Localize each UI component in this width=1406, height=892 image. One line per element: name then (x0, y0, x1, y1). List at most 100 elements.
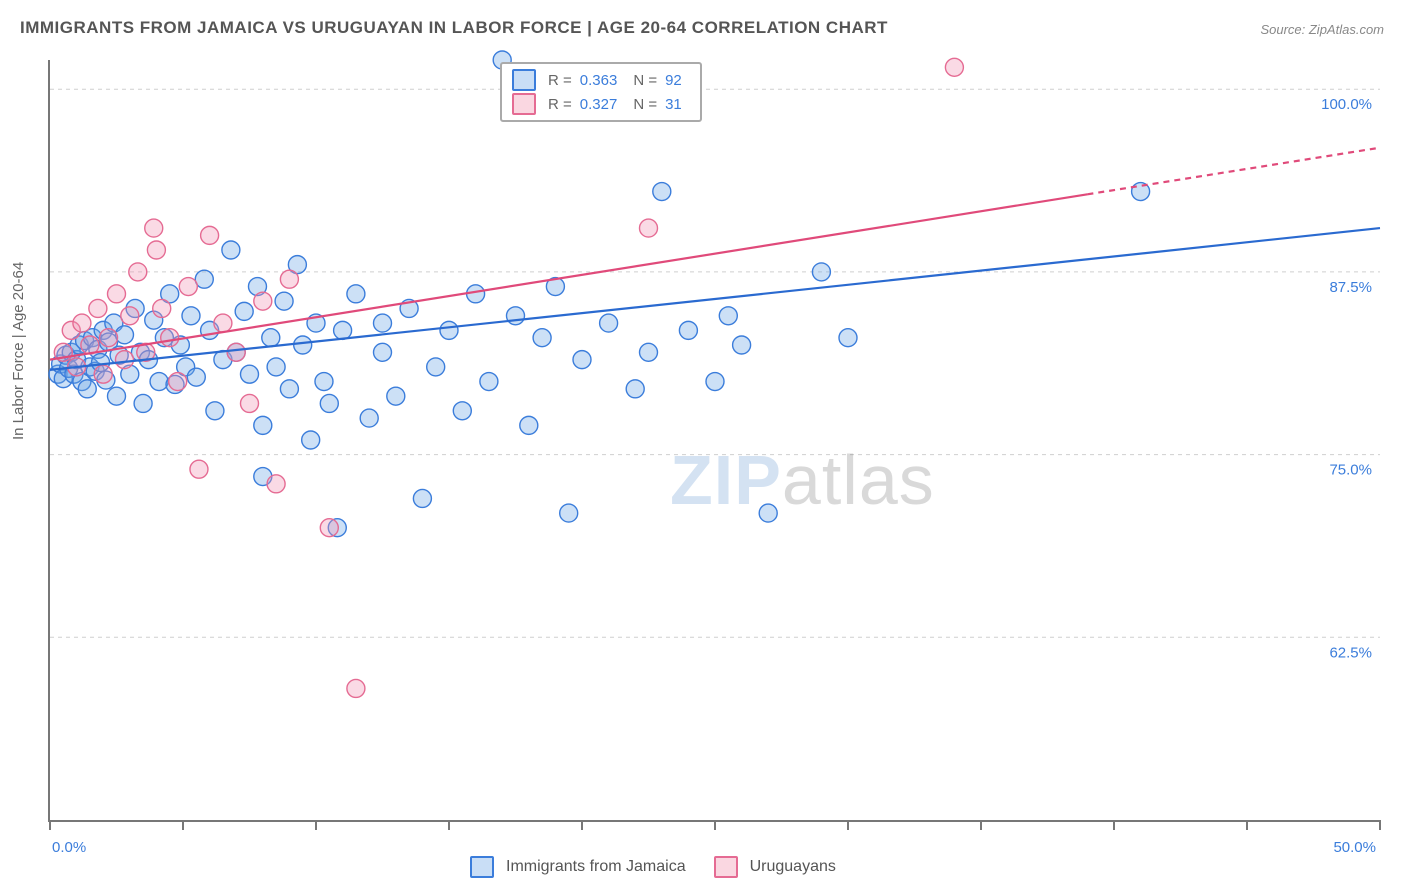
data-point (533, 329, 551, 347)
swatch-pink-icon (714, 856, 738, 878)
chart-title: IMMIGRANTS FROM JAMAICA VS URUGUAYAN IN … (20, 18, 888, 38)
r-value-blue: 0.363 (580, 72, 618, 89)
data-point (267, 358, 285, 376)
r-label: R = (548, 96, 572, 113)
data-point (227, 343, 245, 361)
data-point (182, 307, 200, 325)
x-axis-legend: Immigrants from Jamaica Uruguayans (470, 856, 836, 878)
data-point (190, 460, 208, 478)
data-point (241, 394, 259, 412)
y-tick-label: 75.0% (1329, 462, 1372, 479)
data-point (413, 489, 431, 507)
data-point (507, 307, 525, 325)
r-value-pink: 0.327 (580, 96, 618, 113)
data-point (573, 351, 591, 369)
data-point (706, 373, 724, 391)
stats-row-pink: R = 0.327 N = 31 (512, 92, 690, 116)
data-point (145, 219, 163, 237)
data-point (121, 307, 139, 325)
r-label: R = (548, 72, 572, 89)
data-point (387, 387, 405, 405)
data-point (427, 358, 445, 376)
y-axis-label: In Labor Force | Age 20-64 (10, 262, 27, 440)
data-point (214, 314, 232, 332)
y-tick-label: 100.0% (1321, 96, 1372, 113)
n-label: N = (633, 72, 657, 89)
data-point (179, 278, 197, 296)
data-point (108, 285, 126, 303)
swatch-pink-icon (512, 93, 536, 115)
swatch-blue-icon (512, 69, 536, 91)
n-value-pink: 31 (665, 96, 682, 113)
data-point (206, 402, 224, 420)
data-point (78, 380, 96, 398)
data-point (945, 58, 963, 76)
chart-svg: 62.5%75.0%87.5%100.0%0.0%50.0% (50, 60, 1380, 820)
data-point (100, 329, 118, 347)
data-point (153, 299, 171, 317)
data-point (640, 219, 658, 237)
data-point (374, 314, 392, 332)
y-tick-label: 62.5% (1329, 644, 1372, 661)
data-point (275, 292, 293, 310)
data-point (626, 380, 644, 398)
data-point (129, 263, 147, 281)
legend-item-blue: Immigrants from Jamaica (470, 856, 686, 878)
x-tick-label: 50.0% (1333, 839, 1376, 856)
data-point (94, 365, 112, 383)
data-point (134, 394, 152, 412)
data-point (347, 285, 365, 303)
data-point (147, 241, 165, 259)
data-point (187, 368, 205, 386)
data-point (440, 321, 458, 339)
data-point (679, 321, 697, 339)
data-point (320, 519, 338, 537)
data-point (374, 343, 392, 361)
data-point (115, 351, 133, 369)
data-point (108, 387, 126, 405)
n-value-blue: 92 (665, 72, 682, 89)
data-point (267, 475, 285, 493)
trend-line (50, 228, 1380, 370)
data-point (759, 504, 777, 522)
data-point (640, 343, 658, 361)
legend-label-pink: Uruguayans (750, 858, 836, 876)
chart-container: IMMIGRANTS FROM JAMAICA VS URUGUAYAN IN … (0, 0, 1406, 892)
data-point (115, 326, 133, 344)
data-point (560, 504, 578, 522)
data-point (294, 336, 312, 354)
data-point (222, 241, 240, 259)
data-point (254, 416, 272, 434)
x-tick-label: 0.0% (52, 839, 86, 856)
data-point (315, 373, 333, 391)
data-point (235, 302, 253, 320)
data-point (241, 365, 259, 383)
data-point (262, 329, 280, 347)
data-point (480, 373, 498, 391)
data-point (302, 431, 320, 449)
plot-area: 62.5%75.0%87.5%100.0%0.0%50.0% ZIPatlas (48, 60, 1380, 822)
data-point (812, 263, 830, 281)
data-point (600, 314, 618, 332)
data-point (719, 307, 737, 325)
data-point (150, 373, 168, 391)
data-point (280, 270, 298, 288)
swatch-blue-icon (470, 856, 494, 878)
trend-line-dashed (1087, 148, 1380, 195)
source-attribution: Source: ZipAtlas.com (1260, 22, 1384, 37)
stats-legend: R = 0.363 N = 92 R = 0.327 N = 31 (500, 62, 702, 122)
data-point (195, 270, 213, 288)
data-point (73, 314, 91, 332)
data-point (839, 329, 857, 347)
data-point (254, 292, 272, 310)
data-point (733, 336, 751, 354)
data-point (453, 402, 471, 420)
data-point (334, 321, 352, 339)
data-point (320, 394, 338, 412)
data-point (201, 226, 219, 244)
data-point (520, 416, 538, 434)
stats-row-blue: R = 0.363 N = 92 (512, 68, 690, 92)
data-point (653, 183, 671, 201)
data-point (347, 679, 365, 697)
data-point (169, 373, 187, 391)
